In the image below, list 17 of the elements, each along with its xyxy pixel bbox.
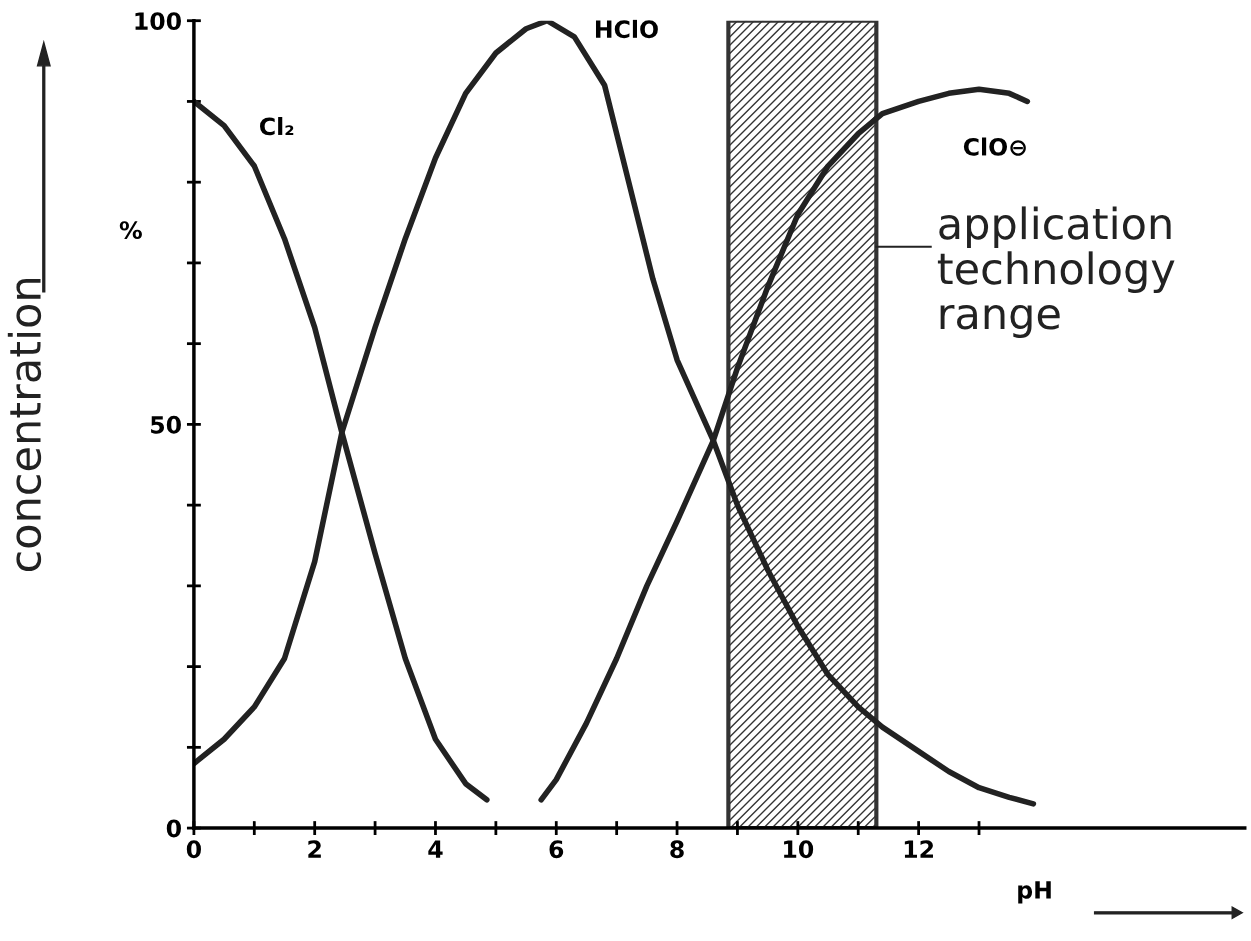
series-label: HClO bbox=[596, 19, 658, 39]
x-tick-label: 4 bbox=[428, 840, 443, 858]
x-tick-label: 0 bbox=[186, 840, 201, 859]
band-label: application technology range bbox=[937, 206, 1175, 338]
y-tick-label: 100 bbox=[135, 12, 181, 31]
series-label: ClO⊖ bbox=[963, 137, 1026, 156]
x-tick-label: 10 bbox=[784, 840, 814, 859]
x-tick-label: 6 bbox=[549, 840, 564, 859]
y-tick-label: 0 bbox=[166, 819, 181, 838]
text: % bbox=[119, 221, 142, 240]
x-tick-label: 8 bbox=[670, 840, 684, 859]
y-axis-title: concentration bbox=[7, 278, 42, 572]
x-tick-label: 2 bbox=[308, 840, 321, 858]
x-tick-label: 12 bbox=[904, 840, 933, 858]
series-label: Cl₂ bbox=[260, 117, 294, 136]
x-axis-title: pH bbox=[1018, 881, 1051, 904]
y-tick-label: 50 bbox=[151, 415, 181, 434]
